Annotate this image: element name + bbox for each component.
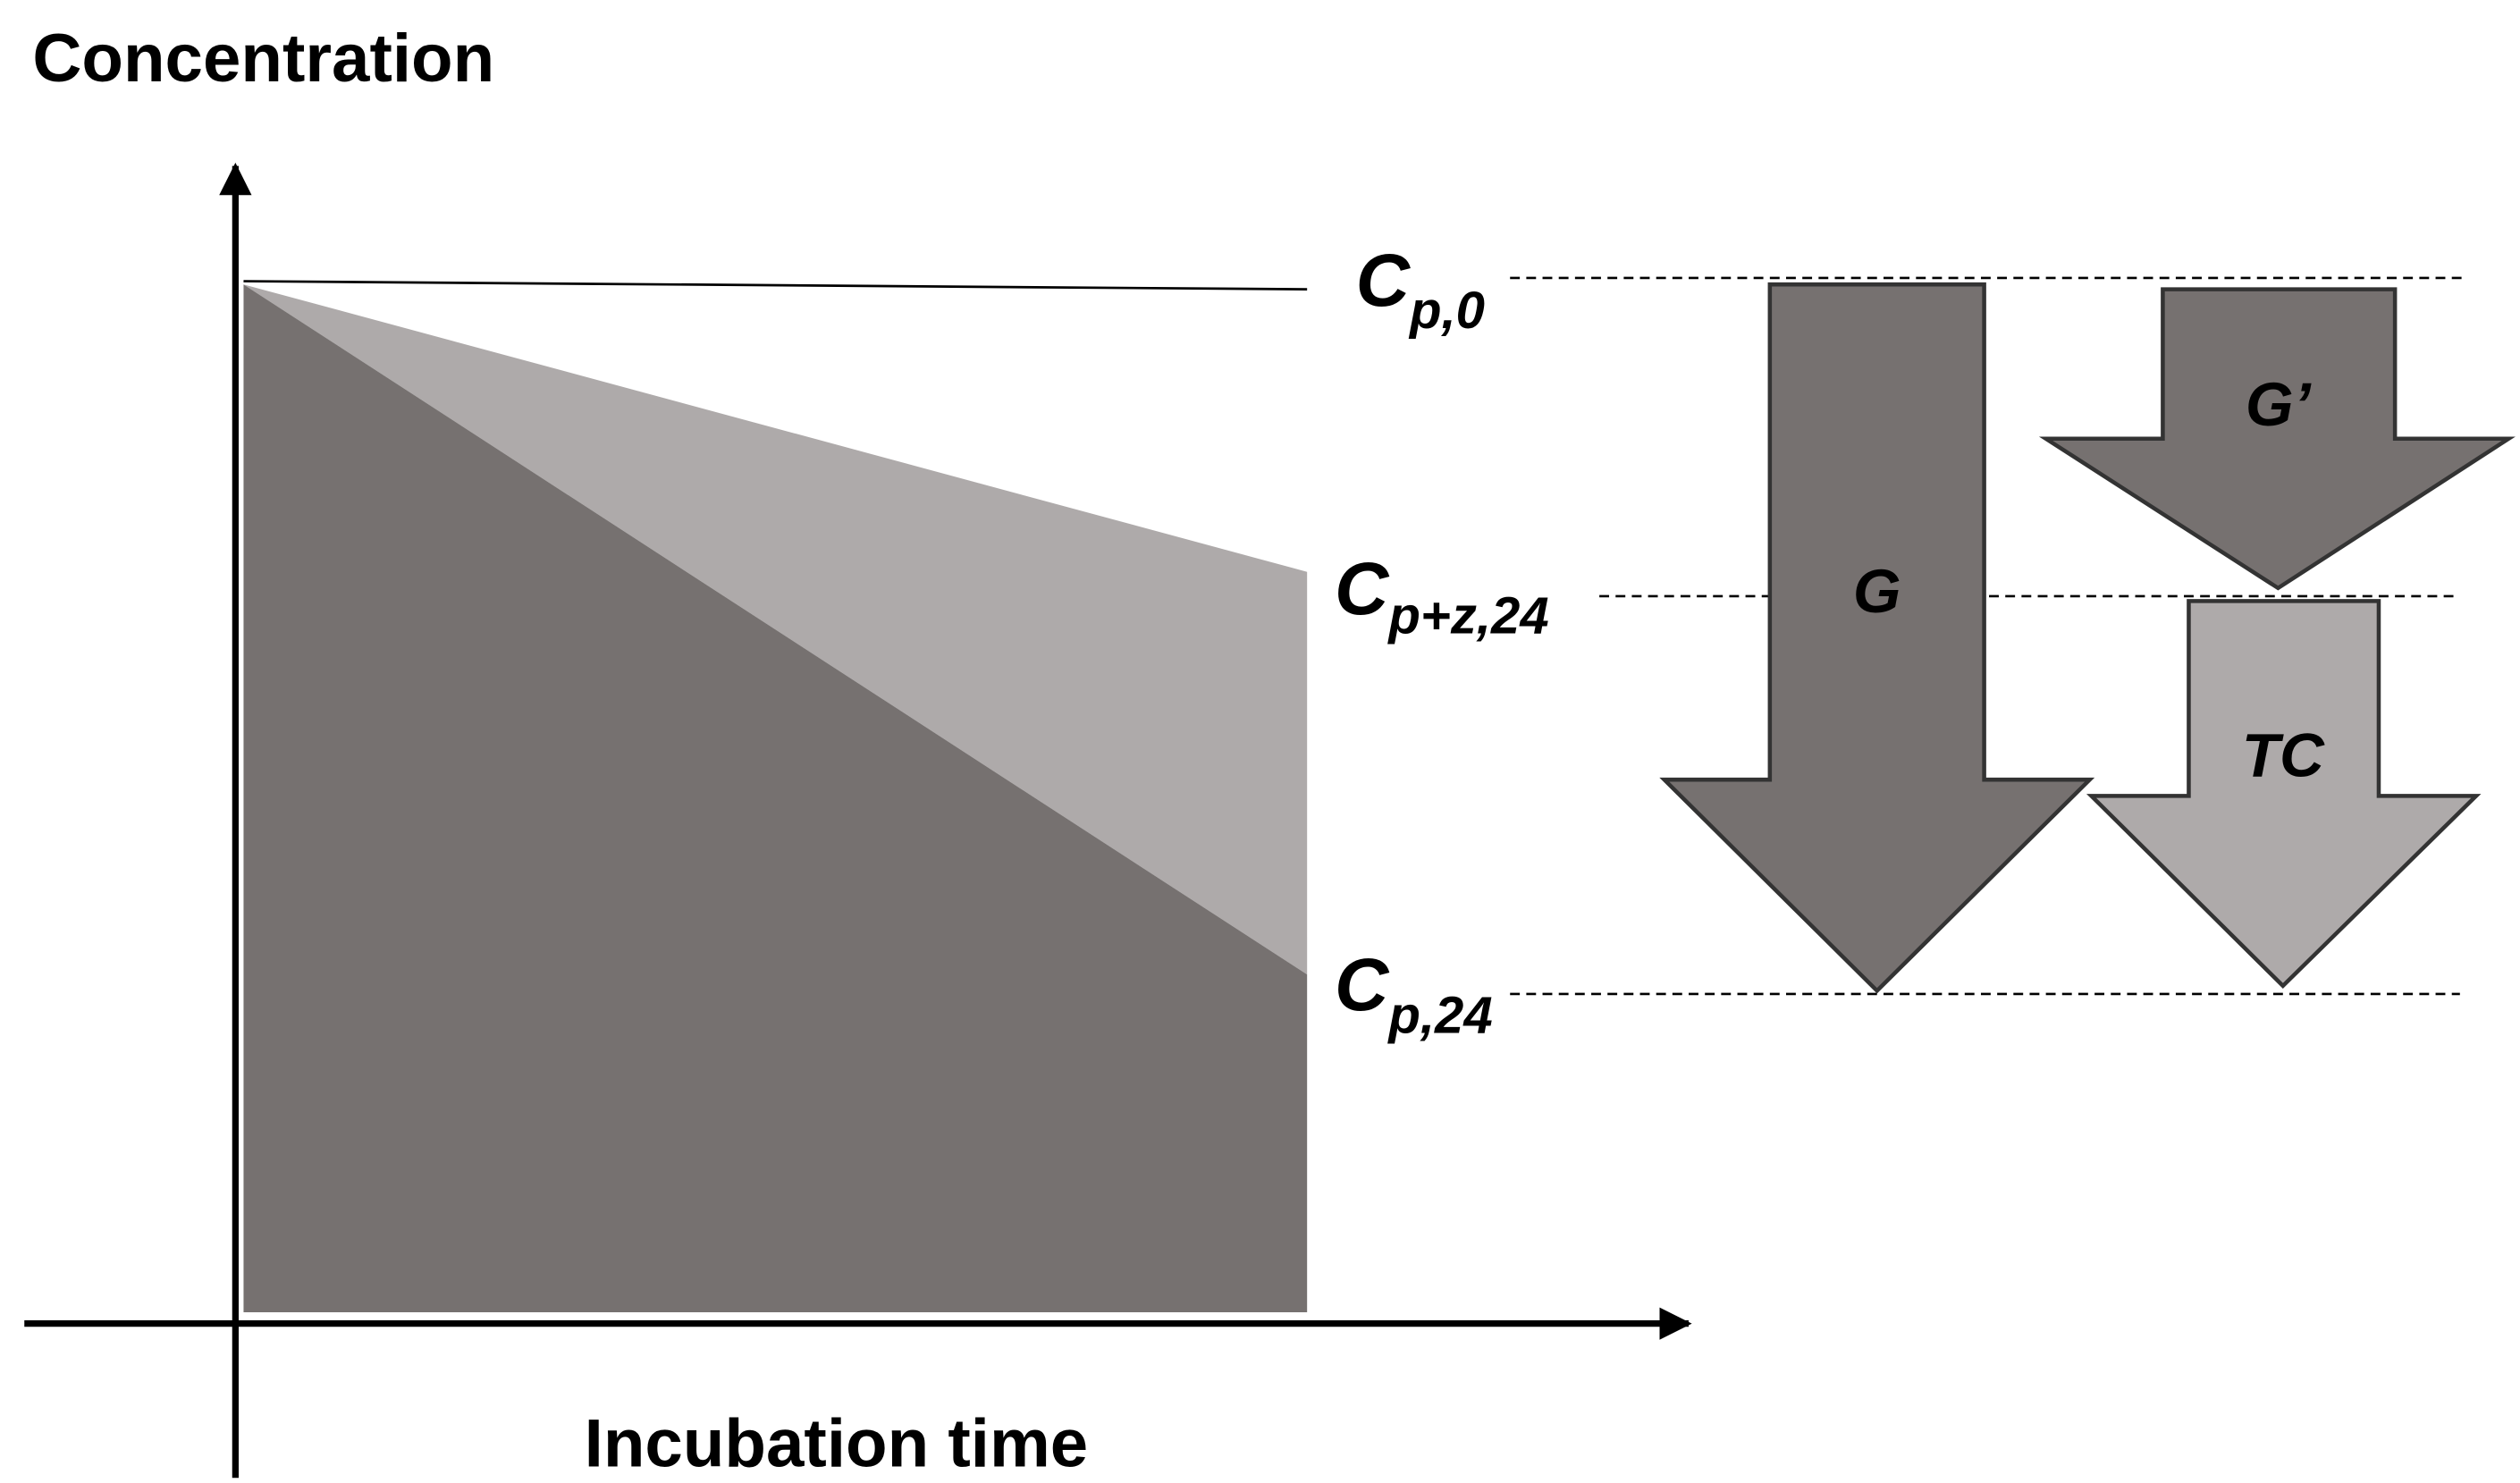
arrow-label: TC [2242,721,2325,790]
arrow-g-prime [2038,287,2516,591]
level-label: Cp,0 [1356,238,1485,340]
level-main: C [1335,546,1390,630]
arrow-g [1659,282,2095,994]
arrow-label: G’ [2246,370,2312,439]
initial-line [243,280,1308,291]
dark-area [243,284,1308,1312]
arrow-label: G [1853,557,1901,626]
level-sub: p+z,24 [1386,587,1548,645]
x-axis-title: Incubation time [585,1406,1089,1482]
level-sub: p,0 [1408,282,1485,340]
arrow-tc [2086,599,2482,990]
level-main: C [1335,942,1390,1026]
level-main: C [1356,238,1412,322]
level-sub: p,24 [1386,987,1492,1045]
level-label: Cp+z,24 [1335,546,1549,645]
y-axis-title: Concentration [32,21,494,97]
level-label: Cp,24 [1335,942,1493,1044]
